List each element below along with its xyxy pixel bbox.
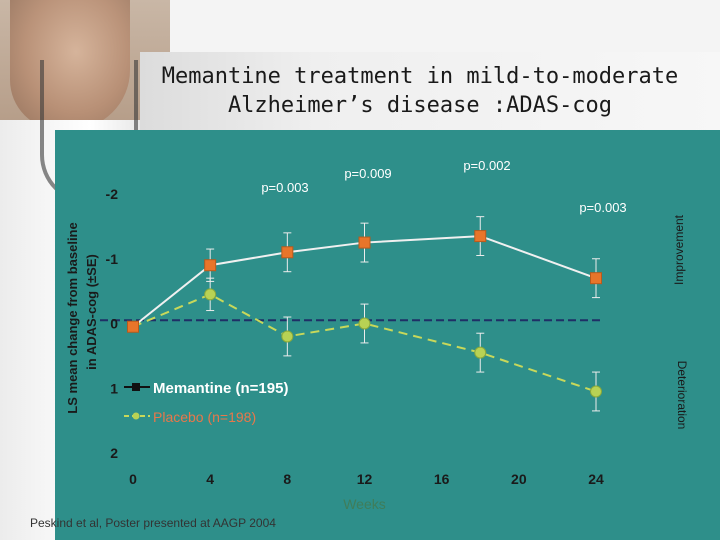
- placebo-point: [281, 330, 294, 343]
- memantine-point: [127, 320, 139, 333]
- slide-title-line1: Memantine treatment in mild-to-moderate: [161, 64, 679, 89]
- x-tick-label: 4: [206, 471, 214, 487]
- placebo-point: [590, 385, 602, 398]
- p-value-label: p=0.002: [463, 158, 510, 173]
- placebo-point: [204, 288, 217, 301]
- memantine-point: [204, 259, 217, 272]
- y-axis-label: in ADAS-cog (±SE): [84, 254, 99, 370]
- placebo-point: [358, 317, 371, 330]
- p-value-label: p=0.003: [579, 200, 626, 215]
- memantine-point: [590, 272, 602, 285]
- memantine-point: [358, 236, 371, 249]
- legend-placebo-label: Placebo (n=198): [153, 409, 256, 425]
- y-tick-label: 1: [110, 380, 118, 396]
- y-tick-label: -2: [106, 186, 119, 202]
- x-axis-label: Weeks: [343, 496, 386, 512]
- p-value-label: p=0.009: [344, 166, 391, 181]
- p-value-label: p=0.003: [261, 180, 308, 195]
- y-axis-label: LS mean change from baseline: [65, 222, 80, 413]
- memantine-line: [132, 235, 597, 328]
- chart-panel: [55, 130, 720, 540]
- legend-memantine-marker: [132, 383, 140, 391]
- legend-placebo-marker: [132, 412, 140, 420]
- x-tick-label: 20: [511, 471, 527, 487]
- x-tick-label: 12: [357, 471, 373, 487]
- legend-memantine-label: Memantine (n=195): [153, 380, 288, 397]
- y-tick-label: -1: [106, 251, 119, 267]
- x-tick-label: 16: [434, 471, 450, 487]
- citation: Peskind et al, Poster presented at AAGP …: [30, 516, 276, 530]
- deterioration-label: Deterioration: [675, 361, 689, 430]
- placebo-line: [132, 293, 597, 393]
- memantine-point: [474, 230, 487, 243]
- y-tick-label: 0: [110, 316, 118, 332]
- title-band: [140, 52, 720, 130]
- y-tick-label: 2: [110, 445, 118, 461]
- x-tick-label: 8: [283, 471, 291, 487]
- x-tick-label: 24: [588, 471, 604, 487]
- memantine-point: [281, 246, 294, 259]
- placebo-point: [474, 346, 487, 359]
- slide-title-line2: Alzheimer’s disease :ADAS-cog: [227, 93, 613, 118]
- slide-title: Memantine treatment in mild-to-moderate …: [150, 62, 690, 120]
- x-tick-label: 0: [129, 471, 137, 487]
- improvement-label: Improvement: [672, 214, 686, 285]
